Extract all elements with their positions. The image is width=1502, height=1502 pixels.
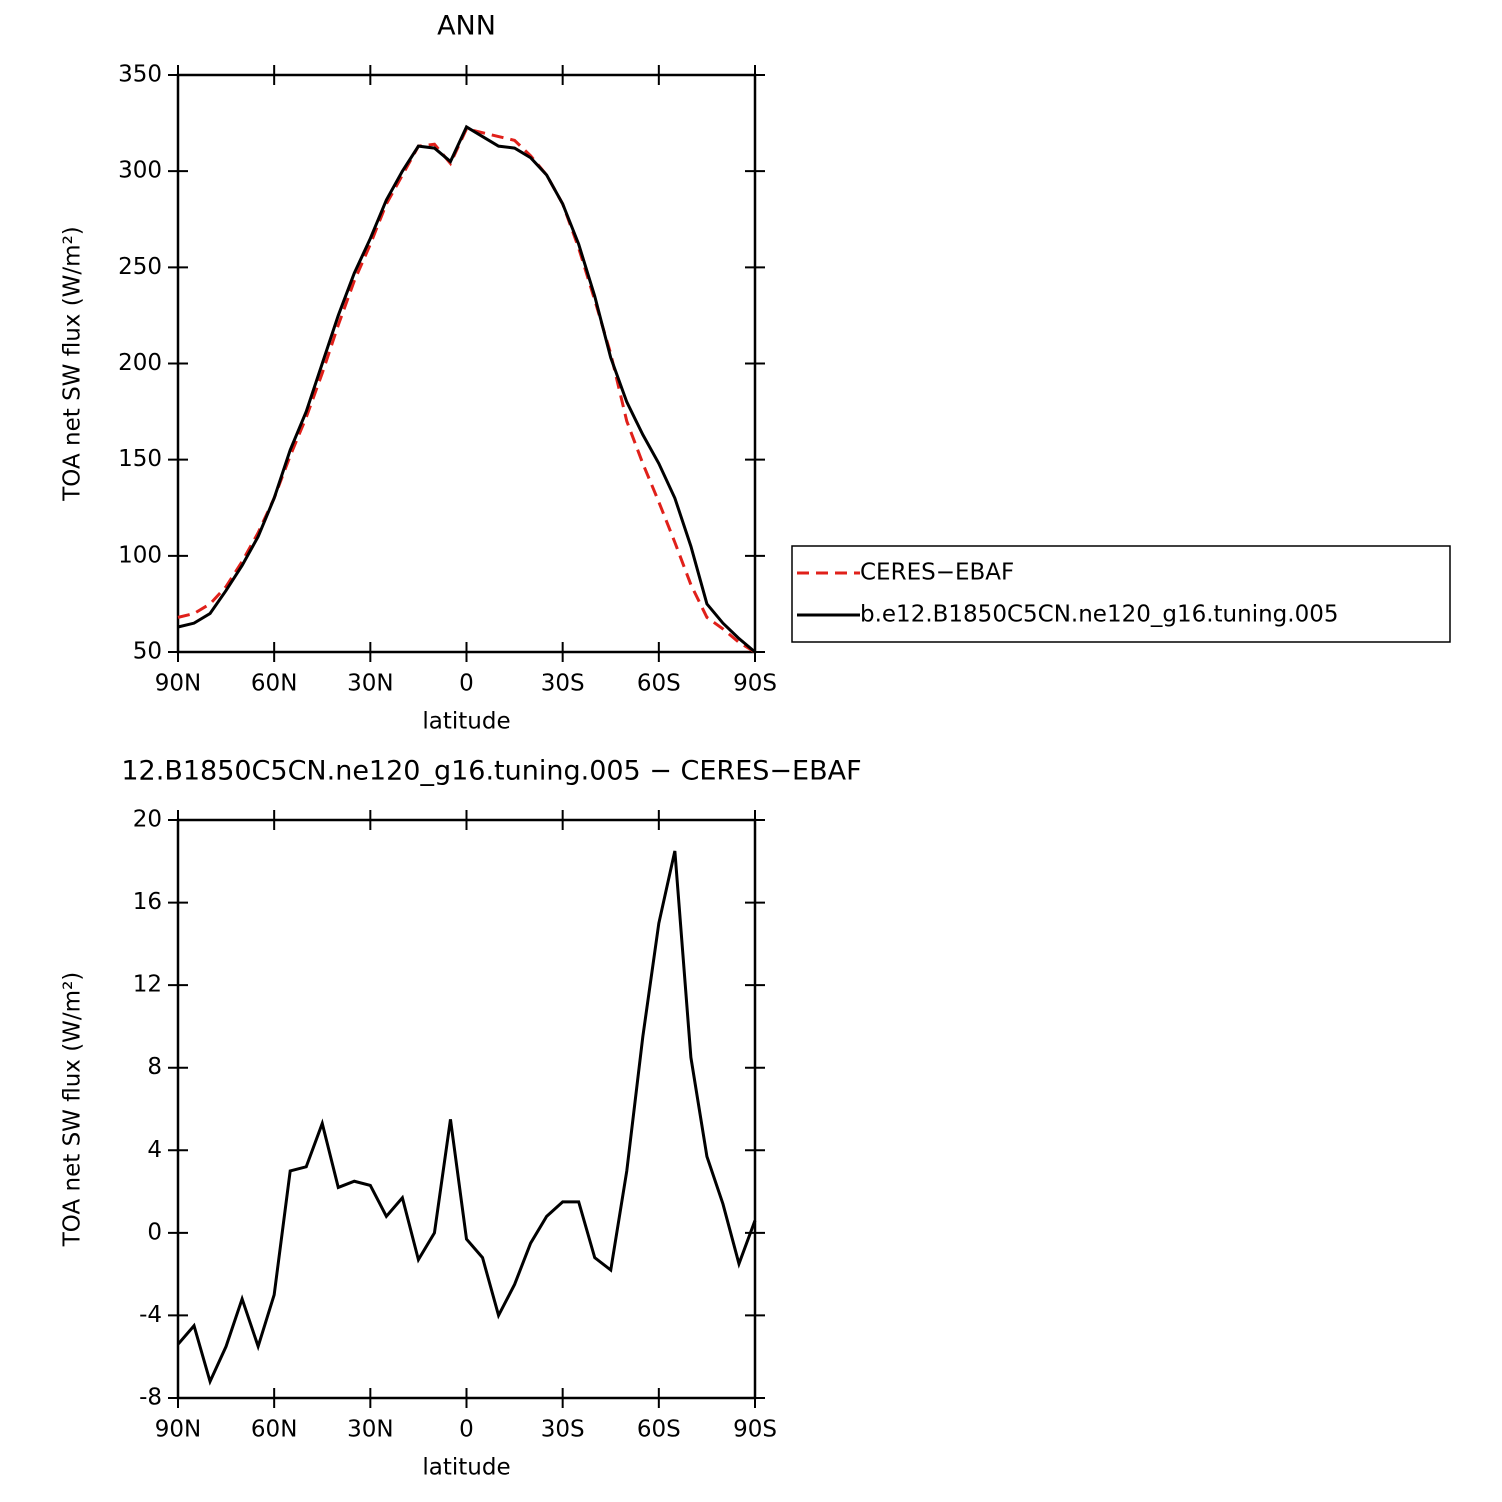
data-line bbox=[176, 850, 757, 1386]
y-tick-label: 250 bbox=[118, 254, 162, 280]
plot-frame bbox=[176, 818, 757, 1400]
x-tick-label: 90S bbox=[733, 671, 777, 697]
legend-label: b.e12.B1850C5CN.ne120_g16.tuning.005 bbox=[860, 602, 1338, 628]
plot-frame bbox=[176, 73, 757, 654]
y-tick-label: 100 bbox=[118, 542, 162, 568]
chart-title: 12.B1850C5CN.ne120_g16.tuning.005 − CERE… bbox=[121, 756, 861, 787]
x-tick-label: 60S bbox=[637, 1417, 681, 1443]
y-tick-label: 50 bbox=[133, 639, 162, 665]
x-tick-label: 30N bbox=[347, 1417, 393, 1443]
chart-title: ANN bbox=[437, 11, 496, 42]
x-tick-label: 60N bbox=[251, 1417, 297, 1443]
x-tick-label: 60N bbox=[251, 671, 297, 697]
y-tick-label: 8 bbox=[147, 1054, 162, 1080]
y-tick-label: 200 bbox=[118, 350, 162, 376]
y-tick-label: 350 bbox=[118, 62, 162, 88]
y-tick-label: 20 bbox=[133, 807, 162, 833]
x-tick-label: 30S bbox=[541, 1417, 585, 1443]
x-axis-label: latitude bbox=[422, 709, 510, 735]
y-tick-label: -4 bbox=[139, 1302, 162, 1328]
x-tick-label: 30S bbox=[541, 671, 585, 697]
x-tick-label: 30N bbox=[347, 671, 393, 697]
data-line bbox=[177, 124, 756, 654]
y-tick-label: -8 bbox=[139, 1385, 162, 1411]
y-tick-label: 150 bbox=[118, 446, 162, 472]
x-tick-label: 90S bbox=[733, 1417, 777, 1443]
legend-box bbox=[791, 545, 1451, 643]
x-tick-label: 90N bbox=[155, 1417, 201, 1443]
y-axis-label: TOA net SW flux (W/m²) bbox=[60, 972, 86, 1248]
y-tick-label: 4 bbox=[147, 1137, 162, 1163]
x-tick-label: 60S bbox=[637, 671, 681, 697]
y-tick-label: 12 bbox=[133, 972, 162, 998]
data-line bbox=[177, 127, 756, 654]
x-tick-label: 0 bbox=[459, 1417, 474, 1443]
y-axis-label: TOA net SW flux (W/m²) bbox=[60, 226, 86, 502]
legend-label: CERES−EBAF bbox=[860, 560, 1014, 586]
x-tick-label: 0 bbox=[459, 671, 474, 697]
x-tick-label: 90N bbox=[155, 671, 201, 697]
y-tick-label: 300 bbox=[118, 158, 162, 184]
x-axis-label: latitude bbox=[422, 1455, 510, 1481]
y-tick-label: 16 bbox=[133, 889, 162, 915]
y-tick-label: 0 bbox=[147, 1219, 162, 1245]
